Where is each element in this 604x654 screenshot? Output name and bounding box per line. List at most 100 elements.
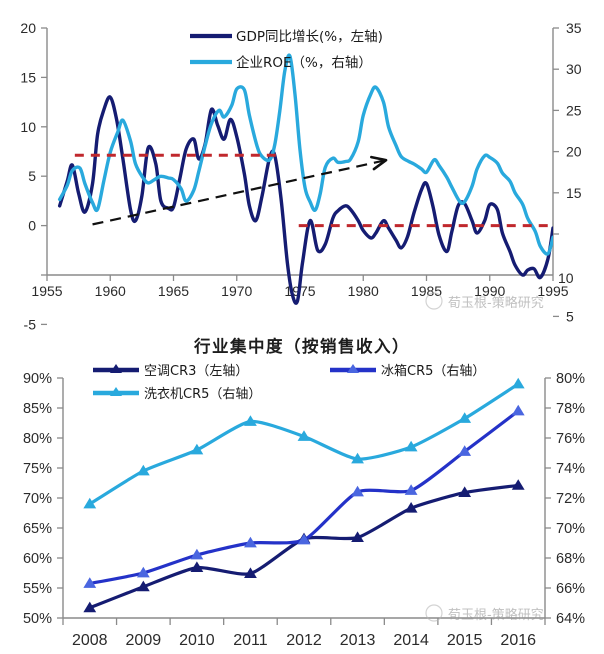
top-right-tick-3: 20 xyxy=(566,144,582,160)
bottom-series-1-marker-8 xyxy=(511,404,525,416)
bottom-series-1-marker-1 xyxy=(136,566,150,578)
bottom-chart-watermark: 荀玉根-策略研究 xyxy=(425,604,544,623)
bottom-left-tick-7: 55% xyxy=(23,581,52,597)
bottom-series-2-marker-5 xyxy=(351,452,364,464)
bottom-right-tick-8: 64% xyxy=(556,611,585,627)
bottom-left-axis-ticks: 90% 85% 80% 75% 70% 65% 60% 55% 50% xyxy=(23,371,63,627)
bottom-right-tick-7: 66% xyxy=(556,581,585,597)
top-series-line-0 xyxy=(57,95,553,305)
bottom-left-tick-3: 75% xyxy=(23,461,52,477)
bottom-series-0-marker-5 xyxy=(351,531,364,542)
bottom-series-0-marker-3 xyxy=(244,567,257,578)
bottom-right-tick-1: 78% xyxy=(556,401,585,417)
bottom-chart-legend: 空调CR3（左轴） 冰箱CR5（右轴） 洗衣机CR5（右轴） xyxy=(93,363,485,402)
bottom-right-tick-6: 68% xyxy=(556,551,585,567)
watermark-text-bottom: 荀玉根-策略研究 xyxy=(448,607,544,623)
bottom-right-tick-4: 72% xyxy=(556,491,585,507)
gdp-roe-chart-svg: 20 15 10 5 0 -5 35 30 25 20 15 10 5 1955… xyxy=(20,20,582,330)
legend-label-roe: 企业ROE（%，右轴） xyxy=(236,54,372,71)
bottom-x-tick-2: 2010 xyxy=(179,632,215,649)
bottom-x-tick-6: 2014 xyxy=(393,632,429,649)
top-left-tick-4: 0 xyxy=(28,218,36,234)
bottom-x-tick-8: 2016 xyxy=(500,632,536,649)
top-right-tick-1: 30 xyxy=(566,61,582,77)
top-chart-annotations-layer xyxy=(74,153,553,228)
top-right-axis-ticks: 35 30 25 20 15 10 5 xyxy=(553,20,582,324)
top-left-tick-1: 15 xyxy=(20,69,36,85)
bottom-series-2-marker-2 xyxy=(190,443,204,455)
bottom-right-axis-ticks: 80% 78% 76% 74% 72% 70% 68% 66% 64% xyxy=(545,371,585,627)
top-series-line-1 xyxy=(57,53,553,256)
top-annotation-trend-arrow xyxy=(92,159,387,226)
top-right-tick-5: 10 xyxy=(558,270,574,286)
top-right-tick-6: 5 xyxy=(566,308,574,324)
bottom-series-2-marker-4 xyxy=(297,430,311,441)
bottom-series-1-marker-3 xyxy=(244,536,257,548)
bottom-x-tick-1: 2009 xyxy=(126,632,162,649)
top-x-tick-8: 1995 xyxy=(537,283,568,299)
legend-marker-fridge-cr5 xyxy=(347,364,359,373)
top-x-tick-6: 1985 xyxy=(411,283,442,299)
top-left-tick-3: 5 xyxy=(28,168,36,184)
top-right-tick-2: 25 xyxy=(566,102,582,118)
bottom-series-2-marker-3 xyxy=(244,415,257,426)
bottom-x-tick-3: 2011 xyxy=(233,632,268,649)
top-chart-series-layer xyxy=(57,53,553,305)
bottom-series-2-marker-1 xyxy=(136,464,150,476)
top-left-tick-2: 10 xyxy=(20,119,36,135)
bottom-right-tick-0: 80% xyxy=(556,371,585,387)
top-x-tick-3: 1970 xyxy=(221,283,252,299)
top-right-tick-0: 35 xyxy=(566,20,582,36)
legend-label-fridge-cr5: 冰箱CR5（右轴） xyxy=(381,363,485,379)
bottom-x-tick-0: 2008 xyxy=(72,632,108,649)
bottom-left-tick-2: 80% xyxy=(23,431,52,447)
legend-label-washer-cr5: 洗衣机CR5（右轴） xyxy=(144,386,261,402)
bottom-series-1-marker-0 xyxy=(83,577,97,588)
industry-concentration-chart-panel: 行业集中度（按销售收入） 90% 85% 80% 75% 70% 65% 60% 55% 50%… xyxy=(0,330,604,654)
top-annotation-arrowhead xyxy=(370,155,388,171)
bottom-left-tick-5: 65% xyxy=(23,521,52,537)
gdp-roe-chart-panel: 20 15 10 5 0 -5 35 30 25 20 15 10 5 1955… xyxy=(20,20,582,330)
bottom-x-tick-7: 2015 xyxy=(447,632,483,649)
bottom-series-1-marker-7 xyxy=(458,445,472,456)
bottom-left-tick-8: 50% xyxy=(23,611,52,627)
bottom-x-tick-4: 2012 xyxy=(286,632,322,649)
bottom-left-tick-0: 90% xyxy=(23,371,52,387)
bottom-series-1-marker-5 xyxy=(351,485,364,497)
legend-marker-washer-cr5 xyxy=(110,387,122,396)
bottom-series-1-marker-4 xyxy=(297,533,311,545)
bottom-right-tick-5: 70% xyxy=(556,521,585,537)
watermark-text-top: 荀玉根-策略研究 xyxy=(448,295,544,311)
bottom-series-2-marker-6 xyxy=(404,440,418,452)
legend-label-ac-cr3: 空调CR3（左轴） xyxy=(144,364,248,379)
bottom-series-2-marker-8 xyxy=(511,377,525,389)
legend-label-gdp: GDP同比增长(%，左轴) xyxy=(236,29,383,45)
top-left-axis-ticks: 20 15 10 5 0 -5 xyxy=(20,20,47,330)
legend-marker-ac-cr3 xyxy=(110,364,122,373)
industry-concentration-chart-svg: 行业集中度（按销售收入） 90% 85% 80% 75% 70% 65% 60% 55% 50%… xyxy=(0,330,604,654)
bottom-series-0-marker-6 xyxy=(404,502,418,513)
bottom-series-0-marker-1 xyxy=(136,580,150,592)
top-x-tick-7: 1990 xyxy=(474,283,505,299)
top-left-tick-5: -5 xyxy=(24,316,37,330)
bottom-x-axis-ticks: 2008 2009 2010 2011 2012 2013 2014 2015 2016 xyxy=(62,618,546,649)
bottom-series-1-marker-2 xyxy=(190,548,204,560)
bottom-series-2-marker-0 xyxy=(83,497,97,509)
top-x-tick-5: 1980 xyxy=(348,283,379,299)
bottom-x-tick-5: 2013 xyxy=(340,632,376,649)
top-chart-legend: GDP同比增长(%，左轴) 企业ROE（%，右轴） xyxy=(190,29,383,71)
top-chart-watermark: 荀玉根-策略研究 xyxy=(425,292,544,311)
bottom-series-0-marker-8 xyxy=(511,479,525,490)
bottom-series-0-marker-7 xyxy=(458,486,472,497)
bottom-chart-series-layer xyxy=(83,377,525,613)
bottom-left-tick-6: 60% xyxy=(23,551,52,567)
bottom-series-0-marker-0 xyxy=(83,601,97,613)
bottom-right-tick-3: 74% xyxy=(556,461,585,477)
bottom-right-tick-2: 76% xyxy=(556,431,585,447)
bottom-series-2-marker-7 xyxy=(458,412,472,423)
bottom-chart-background xyxy=(0,330,604,654)
bottom-series-0-marker-2 xyxy=(190,561,204,572)
bottom-left-tick-4: 70% xyxy=(23,491,52,507)
bottom-left-tick-1: 85% xyxy=(23,401,52,417)
top-x-tick-2: 1965 xyxy=(158,283,189,299)
